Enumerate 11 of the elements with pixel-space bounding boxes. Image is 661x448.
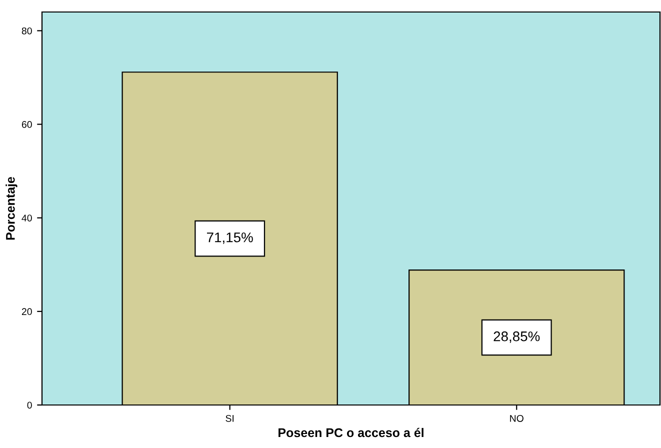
y-tick-label: 20 <box>22 308 32 316</box>
x-axis-title: Poseen PC o acceso a él <box>278 428 424 438</box>
y-tick-label: 0 <box>27 402 32 409</box>
y-tick-label: 40 <box>22 214 32 222</box>
x-tick-label: NO <box>510 414 524 422</box>
y-tick-label: 80 <box>22 27 32 34</box>
y-axis-title: Porcentaje <box>6 176 18 240</box>
x-tick-label: SI <box>226 414 234 422</box>
data-label: 71,15% <box>207 232 253 244</box>
y-tick-label: 60 <box>22 121 32 128</box>
data-label: 28,85% <box>494 331 540 343</box>
